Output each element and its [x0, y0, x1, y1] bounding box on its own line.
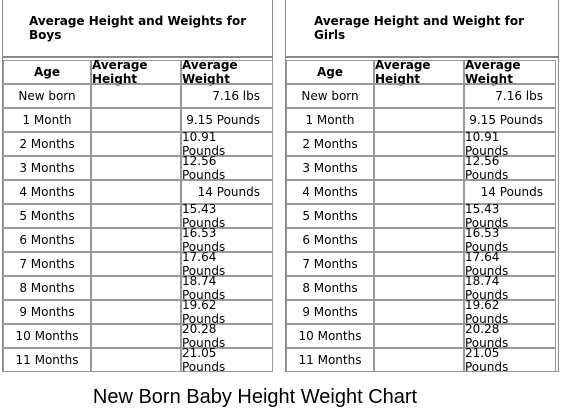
age-cell: 2 Months	[286, 132, 374, 156]
age-cell: New born	[286, 84, 374, 108]
weight-cell: 9.15 Pounds	[464, 108, 556, 132]
age-cell: 9 Months	[286, 300, 374, 324]
height-cell	[374, 348, 464, 372]
weight-cell: 21.05 Pounds	[464, 346, 556, 374]
height-cell	[374, 324, 464, 348]
column-header: Age	[286, 60, 374, 84]
age-cell: New born	[3, 84, 91, 108]
weight-cell: 10.91 Pounds	[464, 130, 556, 158]
age-cell: 8 Months	[3, 276, 91, 300]
height-cell	[91, 204, 181, 228]
table-title: Average Height and Weights for Boys	[3, 0, 272, 58]
height-cell	[374, 228, 464, 252]
age-cell: 7 Months	[3, 252, 91, 276]
weight-cell: 19.62 Pounds	[181, 298, 273, 326]
height-cell	[91, 252, 181, 276]
age-cell: 1 Month	[286, 108, 374, 132]
height-cell	[374, 108, 464, 132]
height-cell	[91, 324, 181, 348]
table-title: Average Height and Weight for Girls	[286, 0, 558, 58]
age-cell: 11 Months	[286, 348, 374, 372]
age-cell: 8 Months	[286, 276, 374, 300]
weight-cell: 18.74 Pounds	[464, 274, 556, 302]
height-cell	[374, 252, 464, 276]
weight-cell: 16.53 Pounds	[181, 226, 273, 254]
height-cell	[91, 228, 181, 252]
age-cell: 5 Months	[3, 204, 91, 228]
height-cell	[374, 84, 464, 108]
weight-cell: 19.62 Pounds	[464, 298, 556, 326]
age-cell: 10 Months	[3, 324, 91, 348]
age-cell: 3 Months	[3, 156, 91, 180]
weight-cell: 7.16 lbs	[181, 84, 273, 108]
weight-cell: 7.16 lbs	[464, 84, 556, 108]
height-cell	[91, 156, 181, 180]
boys-table: Average Height and Weights for Boys Age A…	[2, 0, 273, 374]
height-cell	[91, 84, 181, 108]
height-cell	[91, 300, 181, 324]
weight-cell: 10.91 Pounds	[181, 130, 273, 158]
age-cell: 7 Months	[286, 252, 374, 276]
age-cell: 6 Months	[286, 228, 374, 252]
column-header: Age	[3, 60, 91, 84]
caption: New Born Baby Height Weight Chart	[92, 386, 418, 408]
weight-cell: 20.28 Pounds	[181, 322, 273, 350]
height-cell	[91, 132, 181, 156]
weight-cell: 15.43 Pounds	[464, 202, 556, 230]
weight-cell: 16.53 Pounds	[464, 226, 556, 254]
age-cell: 9 Months	[3, 300, 91, 324]
height-cell	[91, 180, 181, 204]
weight-cell: 20.28 Pounds	[464, 322, 556, 350]
age-cell: 4 Months	[286, 180, 374, 204]
weight-cell: 18.74 Pounds	[181, 274, 273, 302]
height-cell	[374, 204, 464, 228]
age-cell: 2 Months	[3, 132, 91, 156]
height-cell	[91, 108, 181, 132]
height-cell	[374, 276, 464, 300]
age-cell: 5 Months	[286, 204, 374, 228]
height-cell	[374, 180, 464, 204]
height-cell	[91, 276, 181, 300]
height-cell	[91, 348, 181, 372]
column-header: Average Weight	[464, 58, 556, 86]
age-cell: 1 Month	[3, 108, 91, 132]
weight-cell: 15.43 Pounds	[181, 202, 273, 230]
weight-cell: 14 Pounds	[464, 180, 556, 204]
weight-cell: 14 Pounds	[181, 180, 273, 204]
height-cell	[374, 300, 464, 324]
column-header: Average Height	[91, 58, 181, 86]
weight-cell: 17.64 Pounds	[181, 250, 273, 278]
height-cell	[374, 132, 464, 156]
weight-cell: 12.56 Pounds	[181, 154, 273, 182]
girls-table: Average Height and Weight for Girls Age A…	[285, 0, 559, 374]
age-cell: 3 Months	[286, 156, 374, 180]
column-header: Average Weight	[181, 58, 273, 86]
weight-cell: 12.56 Pounds	[464, 154, 556, 182]
age-cell: 11 Months	[3, 348, 91, 372]
column-header: Average Height	[374, 58, 464, 86]
weight-cell: 17.64 Pounds	[464, 250, 556, 278]
weight-cell: 21.05 Pounds	[181, 346, 273, 374]
age-cell: 6 Months	[3, 228, 91, 252]
weight-cell: 9.15 Pounds	[181, 108, 273, 132]
age-cell: 10 Months	[286, 324, 374, 348]
age-cell: 4 Months	[3, 180, 91, 204]
height-cell	[374, 156, 464, 180]
